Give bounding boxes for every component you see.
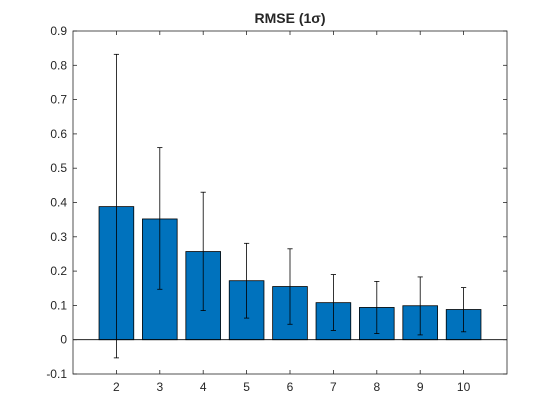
x-tick-label-4: 4: [200, 380, 207, 394]
x-tick-label-6: 6: [287, 380, 294, 394]
x-tick-label-9: 9: [417, 380, 424, 394]
errorbar-7: [330, 274, 337, 331]
errorbar-8: [374, 280, 380, 334]
errorbar-9: [417, 276, 423, 336]
errorbar-3: [157, 147, 163, 290]
x-tick-label-2: 2: [113, 380, 120, 394]
x-tick-label-3: 3: [156, 380, 163, 394]
y-tick-label-0.5: 0.5: [50, 161, 67, 175]
y-tick-label-0.2: 0.2: [50, 264, 67, 278]
x-tick-label-8: 8: [373, 380, 380, 394]
y-tick-label-0.1: 0.1: [50, 298, 67, 312]
y-tick-label-0.7: 0.7: [50, 93, 67, 107]
errorbar-10: [460, 287, 467, 333]
y-tick-label--0.1: -0.1: [46, 367, 67, 381]
errorbars-layer: [113, 53, 467, 359]
errorbar-6: [287, 248, 293, 325]
y-tick-label-0.6: 0.6: [50, 127, 67, 141]
chart-title: RMSE (1σ): [254, 10, 325, 26]
errorbar-2: [113, 53, 120, 359]
y-tick-label-0.8: 0.8: [50, 58, 67, 72]
errorbar-5: [243, 242, 250, 319]
y-tick-label-0.9: 0.9: [50, 24, 67, 38]
x-tick-label-10: 10: [457, 380, 471, 394]
y-tick-label-0: 0: [60, 333, 67, 347]
y-tick-label-0.3: 0.3: [50, 230, 67, 244]
ticks-layer: -0.1 0 0.1 0.2 0.3 0.4 0.5 0.6 0.7 0.8 0.9 2 3 4 5 6 7 8 9…: [46, 24, 507, 394]
errorbar-4: [200, 191, 206, 311]
x-tick-label-7: 7: [330, 380, 337, 394]
x-tick-label-5: 5: [243, 380, 250, 394]
y-tick-label-0.4: 0.4: [50, 196, 67, 210]
